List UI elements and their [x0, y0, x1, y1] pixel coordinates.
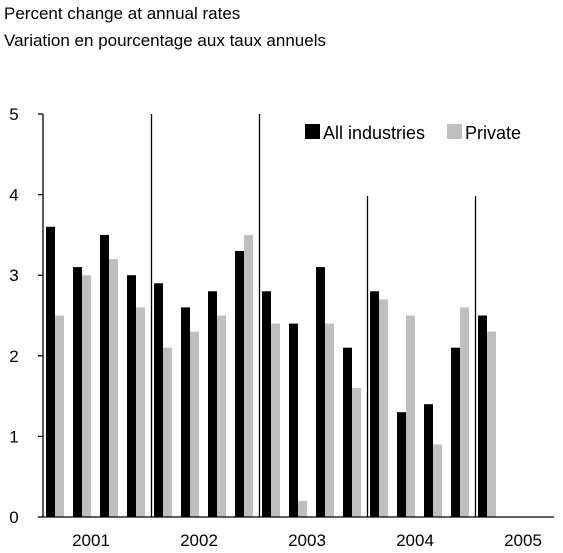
- x-tick-label-2004: 2004: [396, 531, 434, 550]
- bar-all-industries-2001Q2: [73, 267, 82, 517]
- chart-subtitle-english: Percent change at annual rates: [4, 4, 241, 23]
- legend-label-all-industries: All industries: [323, 123, 425, 143]
- bar-private-2003Q4: [352, 388, 361, 517]
- bar-private-2002Q2: [190, 331, 199, 517]
- bar-private-2004Q2: [406, 315, 415, 517]
- bar-all-industries-2002Q3: [208, 291, 217, 517]
- bar-all-industries-2004Q3: [424, 404, 433, 517]
- bar-private-2001Q1: [55, 315, 64, 517]
- legend-swatch-private: [447, 124, 462, 139]
- bar-private-2004Q4: [460, 307, 469, 517]
- bar-private-2001Q2: [82, 275, 91, 517]
- x-tick-label-2003: 2003: [288, 531, 326, 550]
- bar-all-industries-2001Q1: [46, 226, 55, 518]
- y-tick-label-1: 1: [9, 427, 18, 446]
- bar-private-2002Q4: [244, 234, 253, 517]
- bar-all-industries-2002Q1: [154, 283, 163, 517]
- bar-all-industries-2003Q2: [289, 323, 298, 517]
- x-tick-label-2005: 2005: [504, 531, 542, 550]
- bar-private-2001Q4: [136, 307, 145, 517]
- x-tick-label-2002: 2002: [180, 531, 218, 550]
- bar-private-2003Q2: [298, 500, 307, 517]
- bar-all-industries-2003Q1: [262, 291, 271, 517]
- bar-private-2003Q3: [325, 323, 334, 517]
- bar-all-industries-2004Q4: [451, 347, 460, 517]
- bar-all-industries-2001Q3: [100, 234, 109, 517]
- chart-subtitle-french: Variation en pourcentage aux taux annuel…: [4, 31, 326, 50]
- bar-private-2001Q3: [109, 259, 118, 517]
- bar-private-2004Q3: [433, 444, 442, 517]
- bar-all-industries-2002Q2: [181, 307, 190, 517]
- legend-swatch-all-industries: [305, 124, 320, 139]
- y-tick-label-5: 5: [9, 105, 18, 124]
- bar-all-industries-2001Q4: [127, 275, 136, 517]
- x-tick-label-2001: 2001: [72, 531, 110, 550]
- bar-all-industries-2005Q1: [478, 315, 487, 517]
- bar-private-2005Q1: [487, 331, 496, 517]
- y-tick-label-0: 0: [9, 508, 18, 527]
- bar-private-2003Q1: [271, 323, 280, 517]
- bar-all-industries-2003Q3: [316, 267, 325, 517]
- y-tick-label-4: 4: [9, 186, 18, 205]
- y-tick-label-2: 2: [9, 347, 18, 366]
- y-tick-label-3: 3: [9, 266, 18, 285]
- bar-all-industries-2002Q4: [235, 251, 244, 517]
- bar-all-industries-2004Q2: [397, 412, 406, 517]
- bar-private-2002Q1: [163, 347, 172, 517]
- bar-private-2002Q3: [217, 315, 226, 517]
- bar-all-industries-2004Q1: [370, 291, 379, 517]
- bar-private-2004Q1: [379, 299, 388, 517]
- bar-all-industries-2003Q4: [343, 347, 352, 517]
- legend-label-private: Private: [465, 123, 521, 143]
